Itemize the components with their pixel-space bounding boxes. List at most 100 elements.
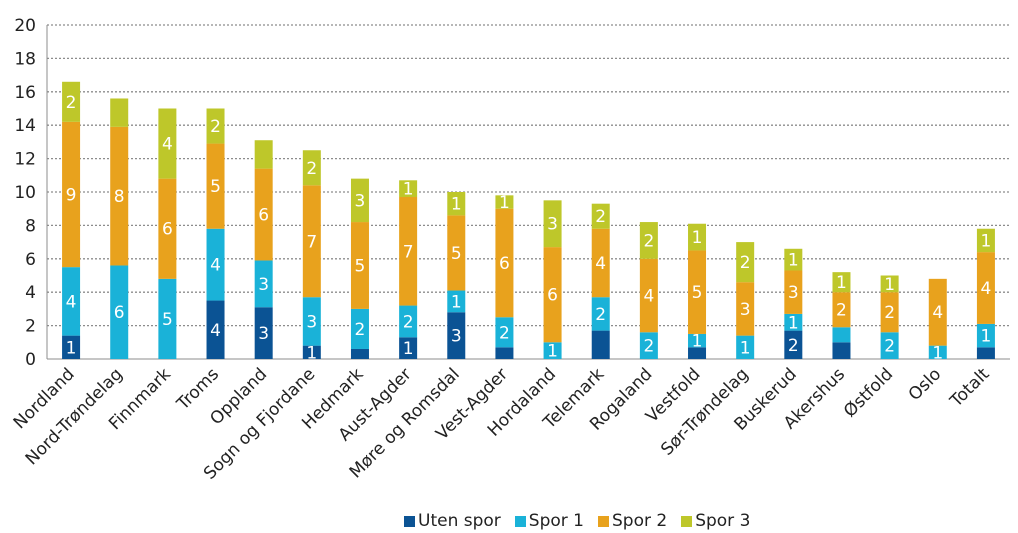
data-label: 1: [981, 231, 992, 251]
bar-segment: [447, 192, 466, 216]
data-label: 2: [788, 336, 799, 356]
data-label: 2: [355, 320, 366, 340]
bar-segment: [302, 185, 321, 298]
bar-segment: [206, 228, 225, 301]
legend-swatch: [598, 515, 609, 527]
bar-segment: [206, 143, 225, 229]
data-label: 1: [981, 327, 992, 347]
legend-label: Uten spor: [418, 511, 501, 531]
y-tick-label: 4: [25, 283, 36, 303]
bar-segment: [302, 150, 321, 186]
legend-item: Spor 1: [514, 511, 584, 531]
data-label: 3: [258, 324, 269, 344]
bar-segment: [880, 275, 899, 293]
bar-segment: [928, 345, 947, 359]
data-label: 2: [884, 303, 895, 323]
bar-segment: [350, 178, 369, 223]
data-label: 4: [932, 303, 943, 323]
bar-segment: [447, 312, 466, 359]
data-label: 4: [595, 254, 606, 274]
bar-segment: [158, 108, 177, 179]
bar-segment: [591, 228, 610, 298]
data-label: 4: [210, 321, 221, 341]
y-tick-label: 10: [14, 183, 36, 203]
data-label: 2: [210, 117, 221, 137]
data-label: 1: [403, 180, 414, 200]
y-tick-label: 20: [14, 16, 36, 36]
bar-segment: [302, 345, 321, 359]
data-label: 1: [836, 273, 847, 293]
x-tick-label: Oslo: [905, 364, 946, 405]
data-label: 2: [595, 207, 606, 227]
legend-item: Spor 2: [598, 511, 667, 531]
y-tick-label: 14: [14, 116, 36, 136]
bar-segment: [495, 347, 514, 359]
data-label: 3: [740, 300, 751, 320]
data-label: 2: [740, 253, 751, 273]
bar-segment: [206, 300, 225, 359]
bar-segment: [736, 242, 755, 283]
data-label: 2: [499, 323, 510, 343]
data-label: 2: [643, 337, 654, 357]
bar-segment: [350, 348, 369, 359]
bar-segment: [399, 197, 418, 306]
data-label: 3: [258, 275, 269, 295]
bar-segment: [639, 258, 658, 333]
bar-segment: [447, 215, 466, 291]
data-label: 1: [788, 251, 799, 271]
legend: Uten spor Spor 1 Spor 2 Spor 3: [404, 510, 750, 532]
data-label: 4: [981, 279, 992, 299]
bar-segment: [254, 140, 273, 169]
bar-segment: [254, 260, 273, 308]
y-tick-label: 0: [25, 350, 36, 370]
legend-label: Spor 2: [612, 511, 668, 531]
bar-segment: [591, 330, 610, 359]
bar-segment: [350, 308, 369, 349]
bar-segment: [158, 178, 177, 279]
bar-segment: [688, 223, 707, 251]
bar-segment: [543, 342, 562, 359]
data-label: 1: [451, 292, 462, 312]
bar-segment: [736, 282, 755, 336]
bar-segment: [784, 313, 803, 331]
bar-segment: [350, 222, 369, 309]
bar-segment: [62, 267, 81, 336]
bar-segment: [880, 292, 899, 333]
bar-segment: [784, 330, 803, 359]
bar-segment: [62, 81, 81, 122]
bar-segment: [976, 323, 995, 348]
data-label: 3: [451, 327, 462, 347]
bar-segment: [976, 228, 995, 253]
data-label: 1: [884, 275, 895, 295]
data-label: 8: [114, 187, 125, 207]
bar-segment: [206, 108, 225, 144]
bar-segment: [543, 200, 562, 248]
bar-segment: [976, 347, 995, 359]
bar-segment: [591, 203, 610, 229]
data-label: 5: [692, 283, 703, 303]
data-label: 1: [499, 193, 510, 213]
data-label: 1: [403, 339, 414, 359]
bar-segment: [495, 317, 514, 348]
y-tick-label: 12: [14, 150, 36, 170]
data-label: 5: [355, 256, 366, 276]
legend-swatch: [404, 515, 415, 527]
bar-segment: [62, 121, 81, 268]
data-label: 7: [306, 232, 317, 252]
data-label: 4: [66, 292, 77, 312]
bar-segment: [110, 126, 129, 266]
data-label: 4: [162, 135, 173, 155]
bar-segment: [832, 342, 851, 359]
stacked-bar-chart: 024681012141618201492Nordland68Nord-Trøn…: [10, 16, 1010, 484]
bar-segment: [447, 290, 466, 313]
data-label: 3: [547, 215, 558, 235]
data-label: 1: [451, 195, 462, 215]
bar-segment: [495, 208, 514, 318]
bar-segment: [928, 278, 947, 346]
legend-label: Spor 3: [695, 511, 751, 531]
data-label: 2: [306, 159, 317, 179]
data-label: 2: [595, 305, 606, 325]
data-label: 7: [403, 242, 414, 262]
bar-segment: [639, 222, 658, 259]
data-label: 3: [355, 191, 366, 211]
